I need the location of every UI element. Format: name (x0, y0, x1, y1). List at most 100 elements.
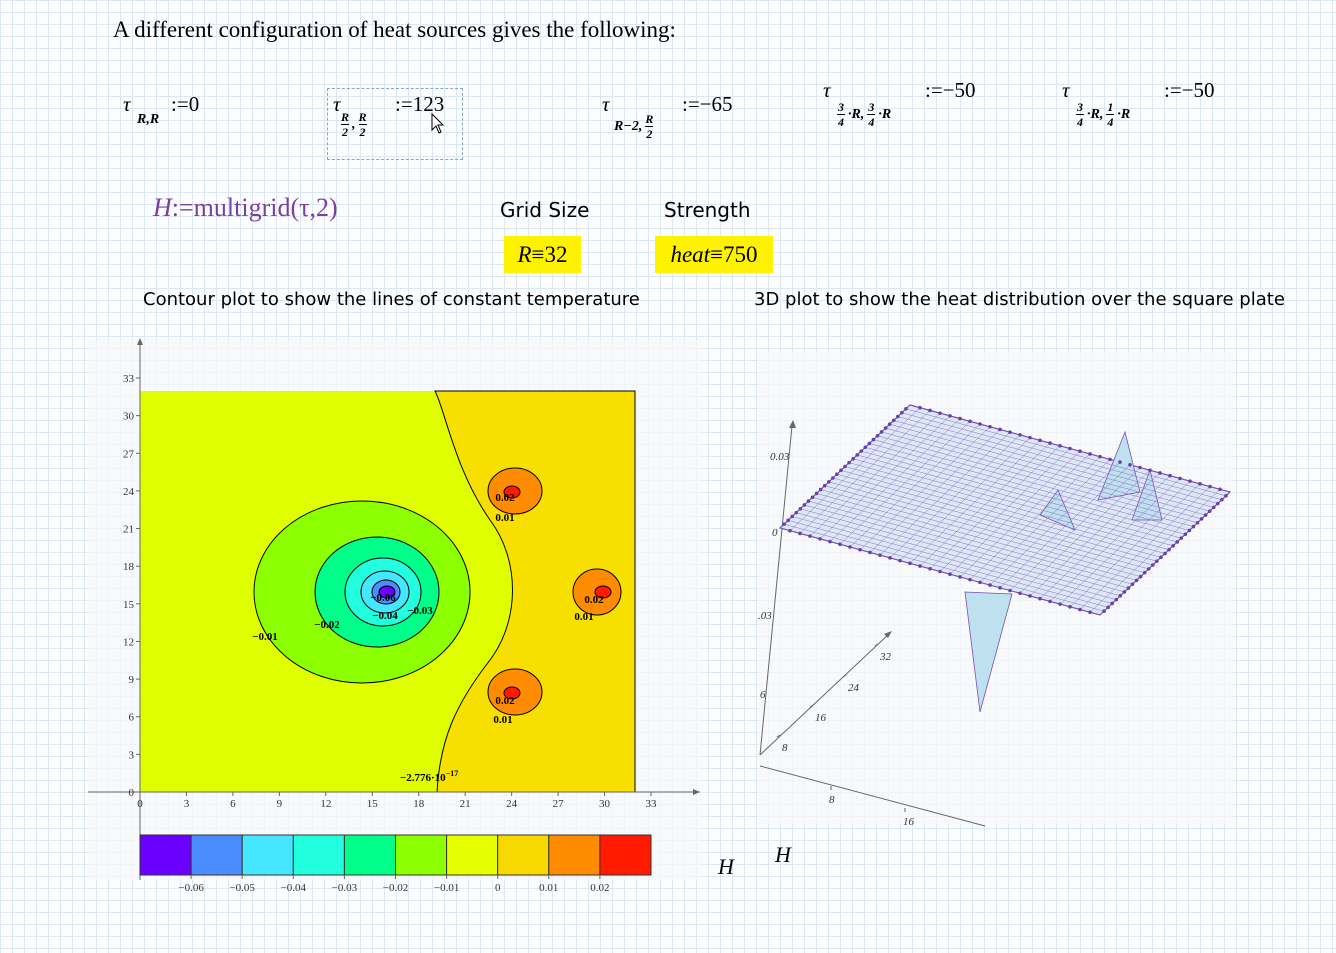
axis-arrow (789, 420, 796, 428)
mesh-line (1089, 489, 1221, 613)
mesh-node (968, 419, 972, 424)
mesh-node (988, 424, 992, 429)
value: 123 (412, 92, 445, 116)
contour-label: 0.02 (584, 594, 604, 606)
y-tick-label: 33 (123, 373, 135, 385)
mesh-node (1058, 602, 1062, 606)
mesh-node (1171, 544, 1175, 548)
mesh-line (816, 493, 1137, 581)
mesh-node (1199, 517, 1204, 521)
mesh-line (1049, 478, 1181, 602)
colorbar-cell (497, 834, 550, 876)
mesh-node (1155, 559, 1159, 563)
mesh-line (836, 473, 1157, 562)
x-tick-label: 3 (184, 798, 190, 810)
contour-label: −0.02 (314, 619, 340, 631)
mesh-line (832, 477, 1153, 566)
x-axis-3d (759, 765, 986, 827)
mesh-node (1028, 435, 1032, 440)
y-tick-label: 30 (123, 411, 135, 423)
mesh-node (1167, 547, 1171, 552)
contour-label: −0.06 (370, 592, 396, 604)
mesh-line (949, 451, 1081, 575)
mesh-node (1208, 484, 1212, 489)
denominator: 4 (1106, 114, 1115, 129)
mesh-line (1019, 470, 1151, 594)
grid-size-definition[interactable]: R≡32 (504, 236, 581, 273)
mesh-node (1068, 605, 1072, 609)
mesh-node (1178, 476, 1182, 481)
mesh-node (887, 422, 892, 427)
mesh-node (1126, 586, 1131, 590)
mesh-node (1142, 570, 1147, 575)
contour (503, 686, 521, 700)
mesh-node (1220, 497, 1224, 502)
mouse-cursor (431, 112, 445, 134)
contour-label: 0.02 (495, 695, 515, 707)
y-tick-label: 8 (782, 742, 788, 754)
mesh-node (938, 569, 942, 574)
y-tick-label: 24 (848, 682, 860, 694)
mesh-line (1039, 475, 1171, 599)
mesh-line (1009, 467, 1141, 591)
mesh-node (798, 506, 803, 511)
mesh-node (1102, 609, 1106, 613)
mesh-line (844, 466, 1166, 554)
h-symbol: H (153, 193, 172, 222)
subscript-text: ·R (1117, 106, 1131, 122)
y-tick-label: 24 (123, 486, 135, 498)
surface-caption: 3D plot to show the heat distribution ov… (754, 289, 1285, 310)
mesh-node (891, 418, 896, 423)
contour (594, 585, 612, 599)
mesh-node (1038, 596, 1042, 601)
mesh-node (1038, 438, 1042, 443)
mesh-node (1098, 454, 1102, 459)
tau-symbol: τ (602, 92, 610, 116)
assignment: τ 3 4 ·R, 3 4 ·R:=−50 (823, 78, 1005, 148)
mesh-node (1138, 465, 1142, 470)
strength-definition[interactable]: heat≡750 (655, 236, 773, 273)
x-tick-label: 12 (320, 798, 331, 810)
x-tick-label: 9 (277, 798, 283, 810)
contour-label: 0.01 (574, 611, 593, 623)
mesh-node (851, 457, 855, 461)
colorbar-cell (446, 834, 499, 876)
subscript-text: R−2, (614, 118, 643, 134)
contour-label: 0.01 (493, 714, 512, 726)
mesh-node (1130, 582, 1135, 587)
colorbar-cell (343, 834, 396, 876)
mesh-line (999, 464, 1131, 588)
r-symbol: R (517, 242, 532, 267)
x-tick-label: 33 (646, 798, 658, 810)
value: −50 (942, 78, 976, 102)
mesh-node (786, 518, 790, 523)
definition-value: :=0 (171, 92, 199, 117)
mesh-node (908, 561, 912, 566)
mesh-line (796, 512, 1117, 600)
colorbar-cell (139, 834, 192, 876)
subscript-text: , (352, 116, 356, 132)
mesh-node (1134, 578, 1139, 583)
numerator: 3 (1077, 100, 1083, 114)
mesh-node (998, 427, 1002, 432)
z-tick-label: 0 (772, 527, 778, 539)
mesh-node (1183, 532, 1188, 537)
tau-symbol: τ (333, 92, 341, 116)
mesh-line (1059, 480, 1191, 605)
mesh-line (783, 523, 1105, 612)
mesh-line (989, 461, 1121, 586)
heat-symbol: heat (670, 242, 711, 267)
mesh-node (968, 577, 972, 582)
y-tick-label: 18 (123, 561, 135, 573)
mesh-node (810, 495, 815, 500)
mesh-node (859, 449, 864, 453)
numerator: R (645, 112, 654, 126)
mesh-node (1018, 591, 1022, 596)
mesh-node (794, 510, 799, 515)
contour-h-label: H (717, 854, 735, 879)
mesh-line (804, 504, 1125, 593)
colorbar-tick-label: 0 (495, 882, 501, 894)
